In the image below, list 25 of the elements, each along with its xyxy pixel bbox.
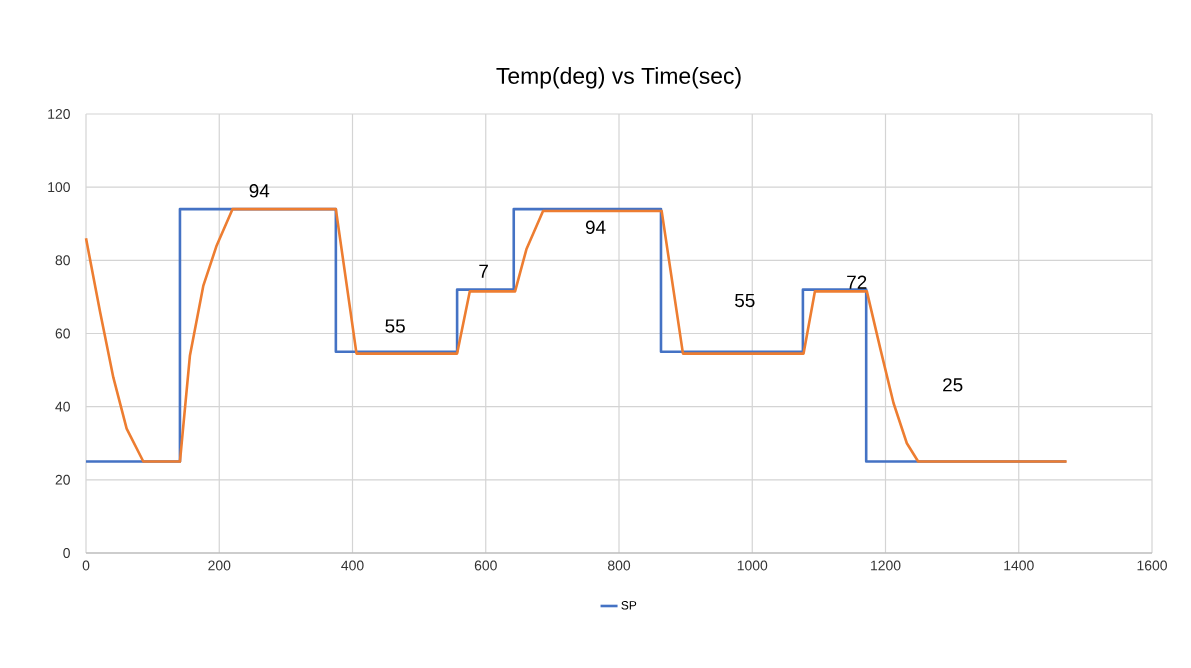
x-tick-label: 1600 [1137, 560, 1167, 571]
x-tick-label: 0 [82, 560, 90, 571]
y-tick-label: 40 [55, 401, 70, 412]
y-tick-label: 120 [48, 109, 70, 119]
annotation: 72 [847, 275, 867, 289]
x-tick-label: 400 [341, 560, 364, 571]
annotation: 94 [249, 184, 270, 198]
y-tick-label: 100 [48, 182, 70, 193]
x-tick-label: 1000 [737, 560, 768, 571]
chart-title: Temp(deg) vs Time(sec) [496, 67, 741, 89]
x-tick-label: 1200 [871, 560, 901, 571]
legend-label: SP [621, 601, 637, 610]
y-tick-label: 60 [55, 328, 70, 339]
x-tick-label: 600 [474, 560, 497, 571]
y-tick-label: 0 [63, 548, 70, 558]
y-tick-label: 80 [55, 255, 70, 266]
annotation: 7 [479, 264, 488, 278]
annotation: 55 [735, 293, 755, 308]
y-tick-label: 20 [55, 474, 70, 485]
annotation: 94 [585, 220, 606, 234]
annotation: 25 [943, 378, 963, 392]
x-tick-label: 200 [208, 560, 231, 571]
annotation: 55 [385, 319, 405, 333]
x-tick-label: 800 [607, 560, 631, 571]
x-tick-label: 1400 [1004, 560, 1034, 571]
